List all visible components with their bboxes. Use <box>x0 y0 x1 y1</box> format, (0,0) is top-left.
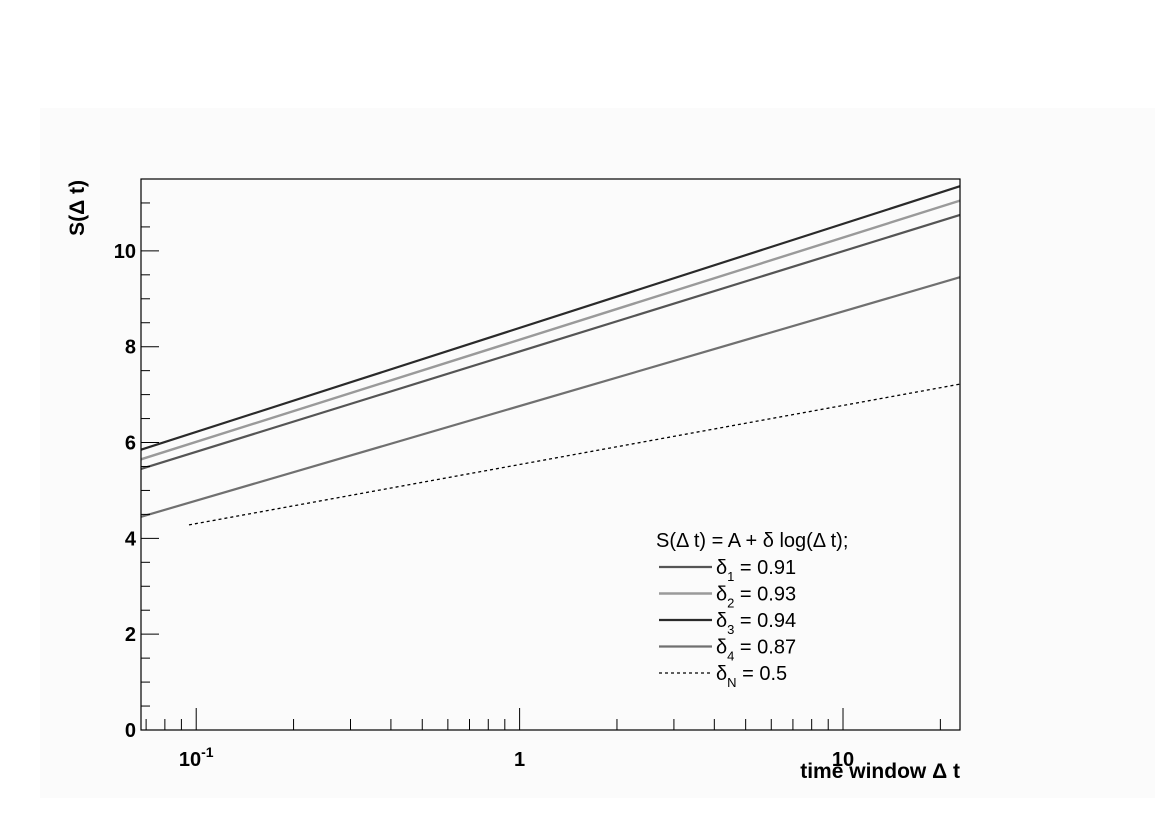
x-tick-label: 10 <box>832 749 854 771</box>
x-axis-title: time window Δ t <box>800 760 960 783</box>
y-tick-label: 4 <box>125 528 137 550</box>
legend-title: S(Δ t) = A + δ log(Δ t); <box>656 530 848 552</box>
tick-labels: 0 2 4 6 8 10 10-1 1 10 <box>114 241 854 771</box>
legend-label-2: δ2 = 0.93 <box>716 584 796 611</box>
series-lines <box>140 185 961 526</box>
y-tick-label: 8 <box>125 337 136 359</box>
plot-frame <box>140 178 961 731</box>
y-tick-label: 6 <box>125 433 136 455</box>
legend-label-3: δ3 = 0.94 <box>716 610 796 637</box>
series-line-4 <box>140 276 961 518</box>
x-tick-label: 1 <box>514 749 525 771</box>
legend-label-1: δ1 = 0.91 <box>716 557 796 584</box>
series-line-1 <box>140 213 961 470</box>
legend-label-4: δ4 = 0.87 <box>716 637 796 664</box>
series-line-N <box>188 383 961 526</box>
legend-label-N: δN = 0.5 <box>716 663 787 690</box>
axis-ticks <box>141 202 941 731</box>
y-tick-label: 2 <box>125 624 136 646</box>
x-tick-label: 10-1 <box>179 744 214 771</box>
y-axis-title: S(Δ t) <box>66 180 89 236</box>
y-tick-label: 0 <box>125 720 136 742</box>
y-tick-label: 10 <box>114 241 136 263</box>
canvas-background <box>40 108 1155 798</box>
series-line-3 <box>140 185 961 451</box>
series-line-2 <box>140 199 961 461</box>
